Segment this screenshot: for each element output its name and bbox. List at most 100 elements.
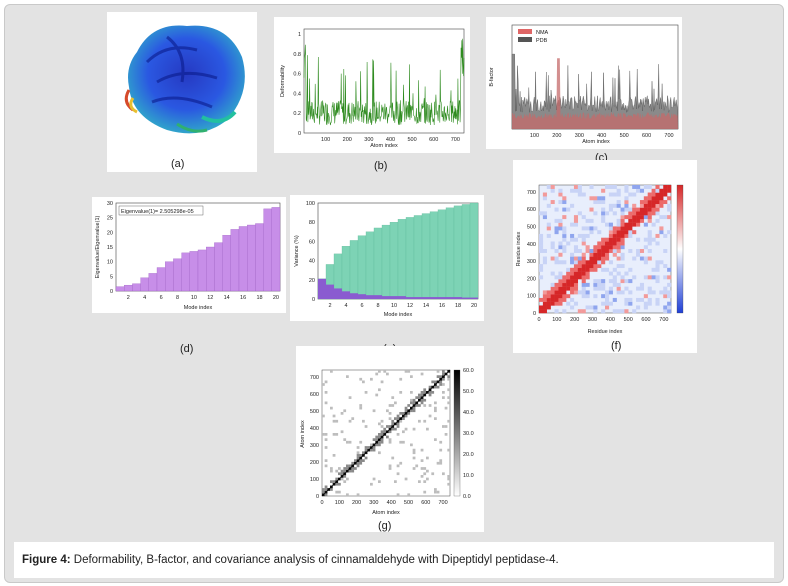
- f-cell: [601, 260, 606, 265]
- legend-nma-swatch: [518, 29, 532, 34]
- g-cell: [356, 451, 360, 455]
- f-cell: [616, 264, 621, 269]
- individual-variance-bar: [446, 297, 454, 299]
- g-cell: [359, 454, 363, 457]
- f-cell: [542, 256, 547, 261]
- g-cell: [436, 461, 440, 465]
- g-cell: [394, 480, 397, 483]
- f-cell: [566, 282, 571, 287]
- f-cell: [647, 256, 652, 261]
- f-cell: [597, 282, 602, 287]
- f-cell: [636, 297, 641, 302]
- eigenvalue-annotation: Eigenvalue(1)= 2.505298e-05: [121, 209, 194, 215]
- f-cell: [620, 207, 625, 212]
- f-cell: [558, 286, 563, 291]
- f-cell: [628, 230, 633, 235]
- f-cell: [573, 267, 579, 272]
- panel-c: NMA PDB 100 200 300 400 500 600 700 Atom index…: [486, 17, 682, 149]
- f-cell: [632, 211, 637, 216]
- f-cell: [632, 256, 637, 261]
- f-cell: [542, 290, 547, 295]
- f-cell: [550, 241, 555, 246]
- g-cell: [442, 372, 445, 376]
- f-cell: [663, 192, 668, 197]
- f-cell: [612, 252, 617, 257]
- f-cell: [585, 226, 590, 231]
- g-cell: [362, 380, 365, 384]
- f-cell: [624, 215, 629, 220]
- g-cell: [434, 417, 437, 420]
- f-cell: [663, 290, 668, 295]
- f-cell: [573, 282, 579, 287]
- f-cell: [655, 196, 660, 201]
- f-cell: [550, 245, 555, 250]
- g-cell: [380, 433, 384, 436]
- f-cell: [593, 294, 598, 299]
- f-cell: [597, 279, 602, 284]
- f-cell: [608, 226, 613, 231]
- f-xlabel: Residue index: [588, 329, 623, 335]
- f-cell: [647, 200, 652, 205]
- f-cell: [663, 309, 668, 314]
- g-cell: [431, 380, 435, 384]
- g-cell: [348, 396, 352, 399]
- f-cell: [659, 192, 664, 197]
- f-cell: [573, 245, 579, 250]
- f-cell: [589, 218, 594, 223]
- f-cell: [601, 279, 606, 284]
- g-cell: [420, 475, 424, 478]
- g-cell: [324, 433, 328, 436]
- g-cell: [439, 440, 443, 444]
- f-cell: [566, 279, 571, 284]
- eigenvalue-bar: [115, 286, 125, 292]
- f-cell: [581, 275, 586, 280]
- g-cell: [324, 485, 328, 489]
- panel-e: 0 20 40 60 80 100 2 4 6 8 10 12 14 16 18 20 Mode index …: [290, 195, 484, 321]
- g-cell: [359, 461, 363, 465]
- f-cell: [577, 233, 582, 238]
- f-cell: [585, 218, 590, 223]
- f-cell: [566, 271, 571, 276]
- g-cell: [447, 388, 451, 392]
- g-cell: [340, 430, 344, 434]
- g-cell: [346, 440, 349, 444]
- eigenvalue-annotation-box: [118, 205, 204, 216]
- f-cell: [647, 275, 652, 280]
- eigenvalue-bar: [148, 273, 158, 292]
- g-cell: [370, 443, 373, 447]
- c-xtick: 200: [552, 133, 561, 139]
- g-cell: [380, 419, 384, 423]
- d-xtick: 12: [207, 295, 213, 301]
- g-cell: [330, 488, 333, 491]
- individual-variance-bar: [430, 297, 438, 299]
- g-cell: [364, 456, 368, 460]
- f-cell: [663, 215, 668, 220]
- f-cell: [550, 290, 555, 295]
- f-cell: [554, 282, 559, 287]
- g-cell: [380, 380, 384, 384]
- f-cell: [655, 211, 660, 216]
- f-cell: [655, 188, 660, 193]
- f-cell: [581, 241, 586, 246]
- f-cell: [554, 286, 559, 291]
- eigenvalue-bar: [230, 229, 240, 292]
- g-cell: [330, 406, 333, 410]
- g-cell: [338, 472, 341, 476]
- f-cell: [558, 260, 563, 265]
- f-cell: [601, 188, 606, 193]
- f-cell: [577, 185, 582, 189]
- f-cell: [539, 267, 544, 272]
- f-cell: [585, 245, 590, 250]
- f-cell: [620, 241, 625, 246]
- f-cell: [550, 297, 555, 302]
- f-cell: [593, 196, 598, 201]
- e-ytick: 100: [306, 201, 315, 207]
- g-cell: [340, 412, 344, 415]
- figure-caption: Figure 4: Deformability, B-factor, and c…: [14, 542, 774, 578]
- g-cell: [322, 383, 325, 386]
- panel-f: 0 100 200 300 400 500 600 700 0 100 200 300 400 500 60…: [513, 160, 697, 353]
- f-xtick: 300: [588, 317, 597, 323]
- f-cell: [628, 211, 633, 216]
- g-cell: [370, 377, 373, 381]
- g-cell: [447, 401, 451, 405]
